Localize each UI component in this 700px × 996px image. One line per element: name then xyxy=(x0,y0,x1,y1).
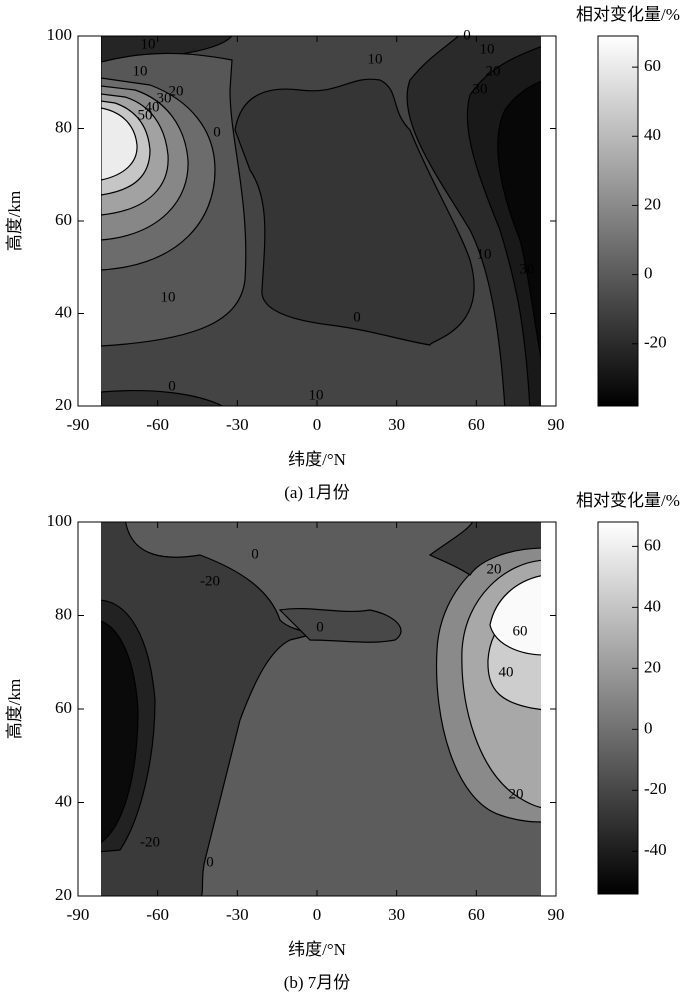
x-tick-label: 60 xyxy=(468,905,485,924)
contour-label: 60 xyxy=(513,623,528,639)
colorbar xyxy=(597,521,639,895)
contour-label: 30 xyxy=(157,90,172,106)
y-tick-label: 100 xyxy=(47,25,73,44)
y-axis-label: 高度/km xyxy=(5,191,24,251)
contour-label: 0 xyxy=(168,378,176,394)
y-tick-label: 20 xyxy=(55,395,72,414)
contour-label: -20 xyxy=(140,834,160,850)
x-tick-label: -90 xyxy=(67,905,90,924)
x-tick-label: -30 xyxy=(226,905,249,924)
contour-label: 10 xyxy=(161,289,176,305)
contour-label: 0 xyxy=(213,124,221,140)
y-tick-label: 60 xyxy=(55,210,72,229)
y-tick-label: 40 xyxy=(55,791,72,810)
x-tick-label: -30 xyxy=(226,415,249,434)
y-tick-label: 40 xyxy=(55,302,72,321)
contour-label: 20 xyxy=(509,786,524,802)
contour-label: 40 xyxy=(499,664,514,680)
contour-label: 30 xyxy=(520,261,535,277)
contour-label: 0 xyxy=(353,309,361,325)
contour-label: -20 xyxy=(200,573,220,589)
contour-label: 50 xyxy=(138,107,153,123)
contour-label: 10 xyxy=(368,51,383,67)
x-tick-label: 90 xyxy=(548,415,565,434)
colorbar-tick-label: -20 xyxy=(644,333,667,352)
y-axis-label: 高度/km xyxy=(5,679,24,739)
x-tick-label: 60 xyxy=(468,415,485,434)
colorbar-tick-label: 60 xyxy=(644,56,661,75)
colorbar-tick-label: -20 xyxy=(644,779,667,798)
y-tick-label: 80 xyxy=(55,604,72,623)
x-tick-label: 30 xyxy=(388,905,405,924)
colorbar-tick-label: 20 xyxy=(644,657,661,676)
colorbar-label: 相对变化量/% xyxy=(576,5,680,24)
contour-label: 0 xyxy=(206,854,214,870)
contour-label: 10 xyxy=(309,387,324,403)
x-tick-label: 90 xyxy=(548,905,565,924)
y-tick-label: 100 xyxy=(47,511,73,530)
caption: (b) 7月份 xyxy=(284,973,351,992)
contour-label: 40 xyxy=(145,99,160,115)
colorbar-tick-label: -40 xyxy=(644,840,667,859)
contour-label: 20 xyxy=(169,83,184,99)
contour-fill xyxy=(101,36,541,406)
contour-label: 10 xyxy=(133,63,148,79)
contour-label: 0 xyxy=(316,619,324,635)
contour-label: 0 xyxy=(463,27,471,43)
x-tick-label: -60 xyxy=(146,905,169,924)
y-tick-label: 20 xyxy=(55,885,72,904)
colorbar xyxy=(597,35,639,407)
colorbar-label: 相对变化量/% xyxy=(576,491,680,510)
x-tick-label: 30 xyxy=(388,415,405,434)
contour-fill xyxy=(101,522,541,896)
contour-label: 10 xyxy=(141,36,156,52)
contour-label: 10 xyxy=(477,246,492,262)
x-tick-label: 0 xyxy=(313,415,322,434)
caption: (a) 1月份 xyxy=(284,483,350,502)
colorbar-tick-label: 60 xyxy=(644,535,661,554)
x-axis-label: 纬度/°N xyxy=(288,450,346,469)
colorbar-tick-label: 40 xyxy=(644,125,661,144)
contour-label: 30 xyxy=(473,81,488,97)
x-tick-label: 0 xyxy=(313,905,322,924)
colorbar-tick-label: 20 xyxy=(644,194,661,213)
x-tick-label: -60 xyxy=(146,415,169,434)
y-tick-label: 80 xyxy=(55,117,72,136)
contour-label: 20 xyxy=(486,63,501,79)
colorbar-tick-label: 0 xyxy=(644,718,653,737)
contour-label: 0 xyxy=(251,546,259,562)
contour-label: 10 xyxy=(480,41,495,57)
x-tick-label: -90 xyxy=(67,415,90,434)
y-tick-label: 60 xyxy=(55,698,72,717)
x-axis-label: 纬度/°N xyxy=(288,940,346,959)
colorbar-tick-label: 40 xyxy=(644,596,661,615)
colorbar-tick-label: 0 xyxy=(644,264,653,283)
contour-label: 20 xyxy=(487,561,502,577)
